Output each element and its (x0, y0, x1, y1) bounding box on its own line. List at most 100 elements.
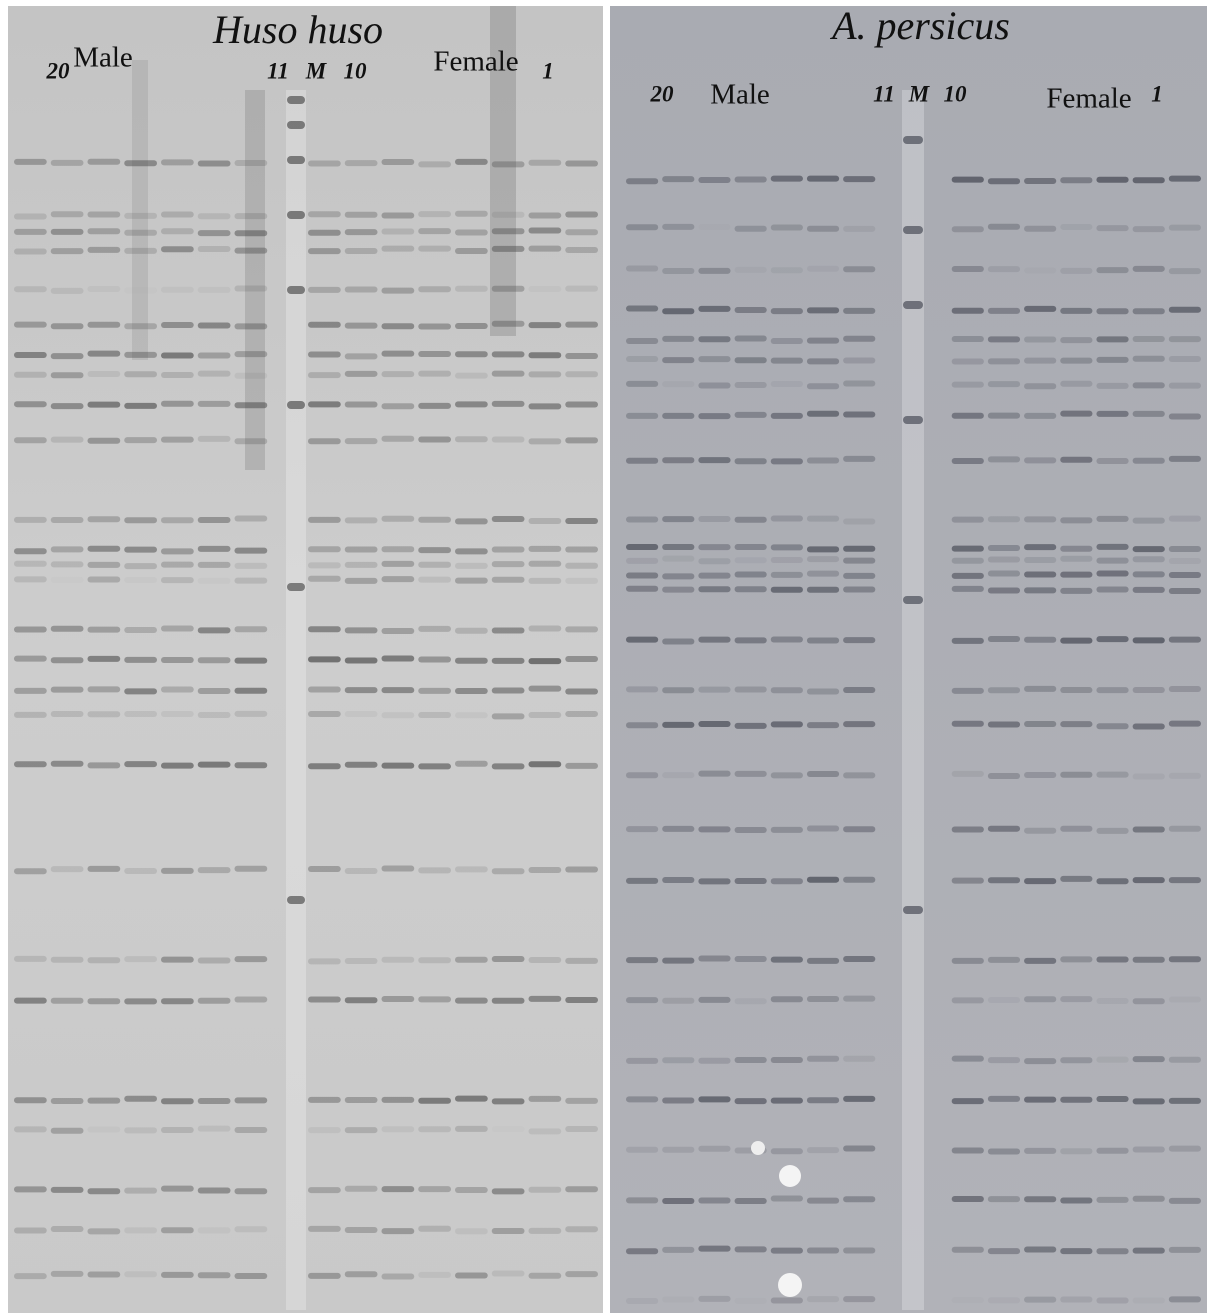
band (807, 383, 839, 389)
band (626, 516, 658, 522)
smear (245, 90, 265, 470)
band (51, 372, 84, 378)
band (124, 657, 157, 663)
band (161, 577, 194, 583)
band (418, 562, 451, 568)
band (565, 371, 598, 377)
band (345, 353, 378, 359)
band (161, 562, 194, 568)
band (492, 956, 525, 962)
band (235, 1226, 268, 1232)
band (1024, 1148, 1056, 1154)
band (382, 996, 415, 1002)
band (51, 657, 84, 663)
band (565, 353, 598, 359)
band (529, 686, 562, 692)
band (565, 1098, 598, 1104)
band (662, 556, 694, 562)
band (952, 266, 984, 272)
band (735, 827, 767, 833)
band (382, 561, 415, 567)
band (345, 1097, 378, 1103)
band (771, 1148, 803, 1154)
band (662, 516, 694, 522)
band (771, 267, 803, 273)
band (1096, 587, 1128, 593)
band (1133, 411, 1165, 417)
band (735, 458, 767, 464)
marker-lane (286, 90, 306, 1310)
band (735, 412, 767, 418)
marker-band (287, 286, 305, 294)
band (1060, 996, 1092, 1002)
band (843, 176, 875, 182)
band (1133, 1248, 1165, 1254)
band (1096, 267, 1128, 273)
band (1024, 587, 1056, 593)
band (771, 878, 803, 884)
band (455, 628, 488, 634)
band (952, 413, 984, 419)
band (88, 322, 121, 328)
band (662, 381, 694, 387)
band (198, 867, 231, 873)
band (988, 957, 1020, 963)
band (308, 230, 341, 236)
band (529, 228, 562, 234)
band (161, 517, 194, 523)
band (455, 866, 488, 872)
band (492, 577, 525, 583)
band (807, 1147, 839, 1153)
band (1096, 723, 1128, 729)
band (1169, 637, 1201, 643)
band (1096, 878, 1128, 884)
band (1169, 383, 1201, 389)
band (455, 688, 488, 694)
band (662, 958, 694, 964)
band (455, 712, 488, 718)
band (198, 657, 231, 663)
band (161, 868, 194, 874)
band (198, 517, 231, 523)
band (418, 403, 451, 409)
band (1096, 1197, 1128, 1203)
band (345, 657, 378, 663)
band (14, 561, 47, 567)
band (626, 306, 658, 312)
band (1169, 588, 1201, 594)
band (988, 1057, 1020, 1063)
band (988, 1096, 1020, 1102)
band (1169, 1247, 1201, 1253)
band (662, 176, 694, 182)
band (698, 956, 730, 962)
band (235, 688, 268, 694)
band (345, 958, 378, 964)
band (492, 658, 525, 664)
band (418, 286, 451, 292)
band (988, 997, 1020, 1003)
band (1096, 516, 1128, 522)
band (1060, 358, 1092, 364)
band (843, 1296, 875, 1302)
band (124, 547, 157, 553)
band (843, 573, 875, 579)
smear (132, 60, 148, 360)
band (988, 358, 1020, 364)
band (51, 211, 84, 217)
band (1096, 308, 1128, 314)
band (455, 248, 488, 254)
band (124, 761, 157, 767)
band (1133, 1056, 1165, 1062)
band (455, 1126, 488, 1132)
band (1096, 558, 1128, 564)
band (529, 561, 562, 567)
band (14, 322, 47, 328)
band (698, 1146, 730, 1152)
band (807, 1296, 839, 1302)
band (626, 686, 658, 692)
band (455, 323, 488, 329)
band (1060, 826, 1092, 832)
band (843, 877, 875, 883)
band (565, 322, 598, 328)
band (843, 772, 875, 778)
